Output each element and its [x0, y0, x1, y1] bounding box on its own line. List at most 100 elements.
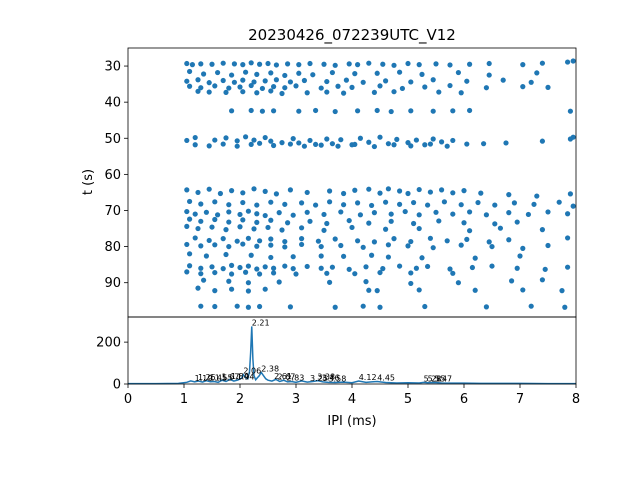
raster-point — [416, 287, 422, 293]
raster-point — [184, 241, 190, 248]
raster-point — [304, 263, 310, 270]
raster-point — [506, 192, 512, 198]
ipi-peak-label: 4.12 — [359, 373, 377, 382]
raster-point — [231, 61, 237, 67]
raster-point — [539, 277, 546, 283]
ipi-histogram-plot: 1.191.251.451.551.671.841.942.06 2.21 2.38… — [96, 316, 580, 429]
raster-point — [439, 187, 445, 193]
raster-point — [458, 90, 464, 96]
raster-point — [419, 71, 425, 77]
raster-point — [245, 235, 251, 241]
raster-point — [427, 141, 433, 147]
raster-point — [229, 262, 235, 268]
raster-point — [254, 202, 260, 208]
raster-point — [240, 241, 246, 247]
raster-point — [282, 263, 288, 269]
raster-point — [416, 62, 422, 68]
raster-point — [296, 140, 302, 146]
ipi-x-tick-label: 1 — [180, 392, 188, 407]
raster-point — [483, 85, 489, 91]
raster-point — [391, 142, 397, 148]
ipi-peak-label: 3.58 — [328, 374, 346, 383]
raster-point — [413, 265, 419, 271]
raster-point — [226, 243, 232, 250]
raster-point — [352, 71, 358, 77]
raster-point — [355, 200, 361, 206]
raster-point — [427, 189, 433, 195]
raster-point — [240, 77, 246, 83]
raster-plot: 30 40 50 60 70 80 90 t (s) — [81, 47, 577, 318]
raster-point — [391, 89, 397, 95]
raster-point — [335, 83, 341, 89]
raster-point — [220, 141, 226, 147]
raster-point — [189, 62, 195, 68]
raster-point — [313, 107, 319, 114]
raster-point — [293, 271, 299, 277]
raster-point — [234, 138, 240, 144]
raster-point — [271, 142, 277, 149]
ipi-peak-label: 1.55 — [215, 374, 233, 383]
raster-point — [492, 221, 498, 227]
raster-point — [458, 202, 464, 208]
ipi-x-tick-label: 4 — [348, 392, 356, 407]
raster-point — [539, 60, 546, 66]
ipi-x-axis-label: IPI (ms) — [327, 414, 376, 429]
raster-point — [220, 266, 226, 272]
raster-point — [209, 264, 215, 270]
raster-point — [262, 264, 268, 270]
raster-point — [209, 224, 215, 230]
raster-point — [461, 188, 467, 194]
raster-point — [268, 199, 274, 205]
raster-point — [397, 188, 403, 194]
ipi-x-tick-label: 5 — [404, 392, 412, 407]
raster-point — [324, 136, 330, 142]
raster-point — [198, 265, 204, 271]
raster-point — [251, 226, 257, 232]
raster-point — [212, 83, 218, 89]
raster-point — [346, 266, 352, 272]
raster-point — [377, 190, 383, 196]
raster-point — [542, 266, 548, 272]
raster-point — [338, 242, 344, 249]
raster-point — [268, 236, 274, 242]
raster-y-tick-label: 40 — [104, 96, 121, 111]
raster-point — [399, 85, 405, 92]
raster-point — [254, 266, 260, 272]
raster-point — [531, 201, 537, 207]
raster-point — [329, 264, 335, 270]
raster-point — [371, 143, 377, 150]
raster-point — [251, 79, 257, 85]
raster-point — [332, 108, 338, 115]
ipi-peak-label: 5.28 — [424, 374, 442, 383]
raster-point — [346, 61, 352, 67]
raster-point — [201, 277, 207, 283]
raster-point — [324, 78, 330, 85]
raster-point — [187, 198, 193, 205]
raster-point — [254, 219, 260, 225]
raster-point — [285, 220, 291, 226]
raster-point — [397, 263, 403, 269]
raster-point — [422, 84, 428, 90]
raster-point — [383, 78, 389, 84]
raster-point — [184, 78, 190, 84]
raster-point — [467, 107, 473, 114]
raster-point — [257, 271, 263, 277]
raster-point — [385, 242, 391, 248]
raster-point — [296, 108, 302, 114]
raster-point — [346, 217, 352, 224]
raster-point — [405, 60, 411, 67]
raster-point — [422, 303, 428, 310]
raster-point — [349, 224, 355, 231]
raster-point — [313, 202, 319, 208]
raster-point — [231, 79, 237, 85]
raster-point — [198, 271, 204, 277]
raster-point — [287, 187, 293, 193]
ipi-peak-label: 2.38 — [261, 364, 279, 373]
raster-point — [352, 271, 358, 277]
raster-point — [486, 239, 492, 245]
raster-point — [385, 186, 391, 192]
raster-point — [408, 143, 414, 149]
raster-point — [447, 266, 453, 272]
raster-point — [489, 263, 495, 269]
raster-point — [411, 220, 417, 227]
